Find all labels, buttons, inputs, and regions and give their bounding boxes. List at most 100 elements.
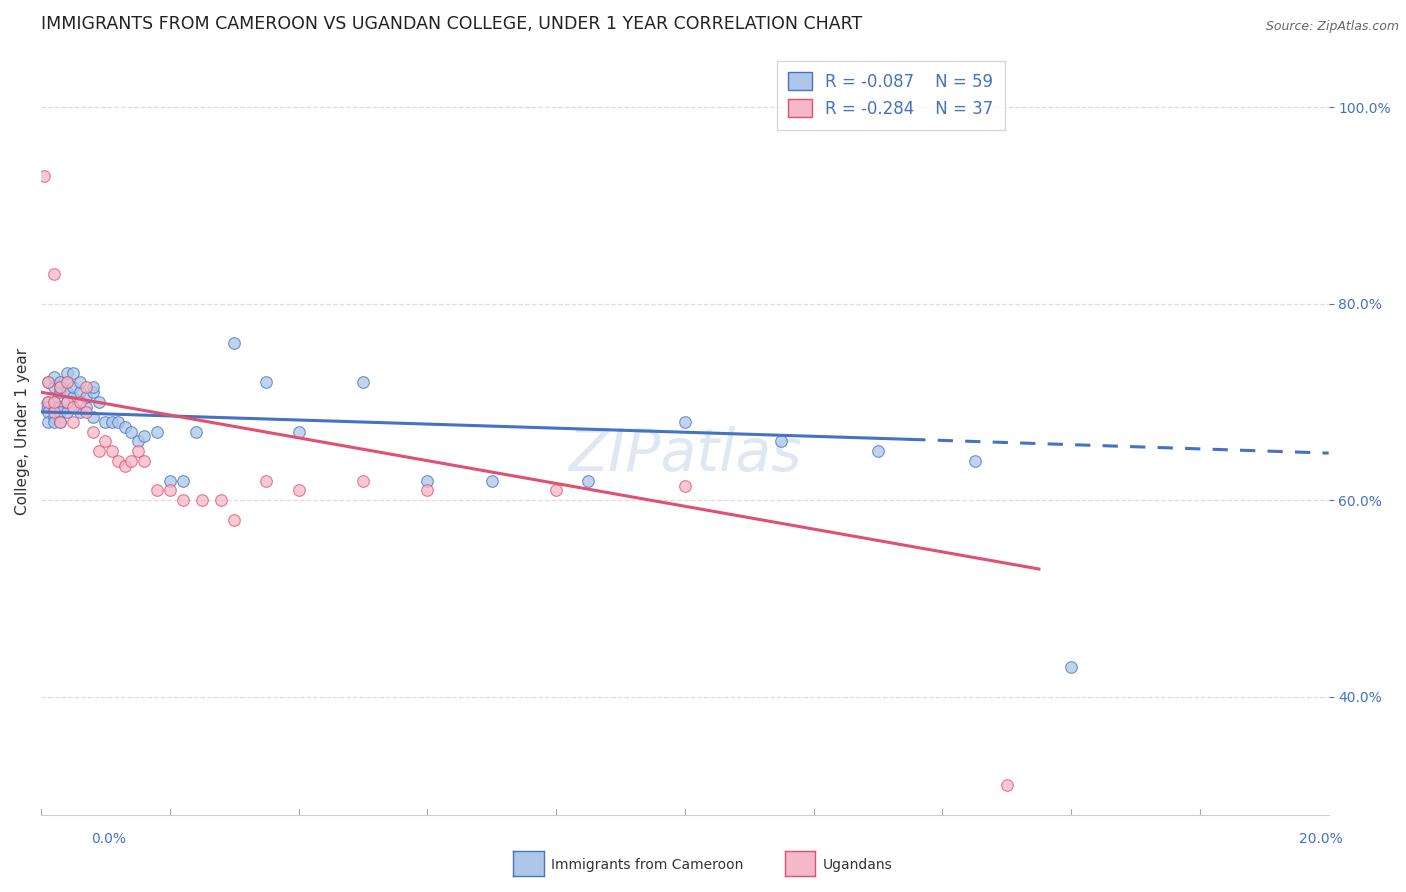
Point	[75, 380, 97, 394]
Point	[114, 419, 136, 434]
Point	[87, 444, 110, 458]
Point	[352, 474, 374, 488]
Text: ZIPatlas: ZIPatlas	[568, 426, 801, 483]
Y-axis label: College, Under 1 year: College, Under 1 year	[15, 348, 30, 515]
Point	[56, 405, 79, 419]
Point	[101, 415, 124, 429]
Point	[416, 474, 439, 488]
Point	[172, 474, 194, 488]
Point	[94, 434, 117, 449]
Point	[42, 400, 65, 414]
Point	[49, 415, 72, 429]
Point	[69, 376, 91, 390]
Point	[191, 493, 214, 508]
Point	[172, 493, 194, 508]
Point	[49, 380, 72, 394]
Point	[49, 380, 72, 394]
Text: Immigrants from Cameroon: Immigrants from Cameroon	[551, 858, 744, 872]
Point	[42, 409, 65, 424]
Point	[62, 400, 84, 414]
Point	[56, 376, 79, 390]
Point	[49, 400, 72, 414]
Point	[69, 405, 91, 419]
Point	[770, 434, 793, 449]
Point	[49, 415, 72, 429]
Point	[37, 405, 59, 419]
Text: 20.0%: 20.0%	[1299, 832, 1343, 846]
Point	[49, 376, 72, 390]
Point	[416, 483, 439, 498]
Point	[87, 395, 110, 409]
Point	[62, 400, 84, 414]
Point	[673, 415, 696, 429]
Point	[120, 425, 142, 439]
Point	[49, 405, 72, 419]
Text: 0.0%: 0.0%	[91, 832, 127, 846]
Point	[1060, 660, 1083, 674]
Point	[34, 400, 56, 414]
Point	[62, 380, 84, 394]
Point	[132, 429, 155, 443]
Point	[866, 444, 889, 458]
Point	[224, 513, 246, 527]
Point	[69, 395, 91, 409]
Point	[62, 415, 84, 429]
Point	[546, 483, 568, 498]
Point	[146, 483, 169, 498]
Point	[287, 483, 309, 498]
Text: Ugandans: Ugandans	[823, 858, 893, 872]
Point	[132, 454, 155, 468]
Point	[42, 395, 65, 409]
Point	[287, 425, 309, 439]
Point	[107, 454, 129, 468]
Point	[159, 483, 181, 498]
Point	[75, 400, 97, 414]
Point	[673, 478, 696, 492]
Point	[254, 376, 277, 390]
Point	[56, 385, 79, 400]
Point	[159, 474, 181, 488]
Point	[107, 415, 129, 429]
Point	[82, 385, 104, 400]
Point	[75, 405, 97, 419]
Point	[42, 380, 65, 394]
Point	[37, 376, 59, 390]
Point	[37, 395, 59, 409]
Point	[56, 376, 79, 390]
Point	[576, 474, 599, 488]
Point	[963, 454, 986, 468]
Point	[481, 474, 503, 488]
Point	[146, 425, 169, 439]
Point	[34, 169, 56, 183]
Point	[352, 376, 374, 390]
Point	[254, 474, 277, 488]
Point	[37, 400, 59, 414]
Point	[56, 366, 79, 380]
Point	[42, 405, 65, 419]
Point	[42, 268, 65, 282]
Point	[62, 366, 84, 380]
Text: IMMIGRANTS FROM CAMEROON VS UGANDAN COLLEGE, UNDER 1 YEAR CORRELATION CHART: IMMIGRANTS FROM CAMEROON VS UGANDAN COLL…	[41, 15, 862, 33]
Point	[127, 444, 149, 458]
Point	[42, 415, 65, 429]
Point	[62, 390, 84, 404]
Point	[37, 376, 59, 390]
Point	[995, 778, 1018, 792]
Point	[224, 336, 246, 351]
Point	[42, 395, 65, 409]
Point	[49, 385, 72, 400]
Legend: R = -0.087    N = 59, R = -0.284    N = 37: R = -0.087 N = 59, R = -0.284 N = 37	[776, 61, 1005, 129]
Text: Source: ZipAtlas.com: Source: ZipAtlas.com	[1265, 20, 1399, 33]
Point	[209, 493, 232, 508]
Point	[42, 370, 65, 384]
Point	[184, 425, 207, 439]
Point	[127, 434, 149, 449]
Point	[94, 415, 117, 429]
Point	[120, 454, 142, 468]
Point	[56, 395, 79, 409]
Point	[82, 380, 104, 394]
Point	[101, 444, 124, 458]
Point	[82, 409, 104, 424]
Point	[82, 425, 104, 439]
Point	[37, 395, 59, 409]
